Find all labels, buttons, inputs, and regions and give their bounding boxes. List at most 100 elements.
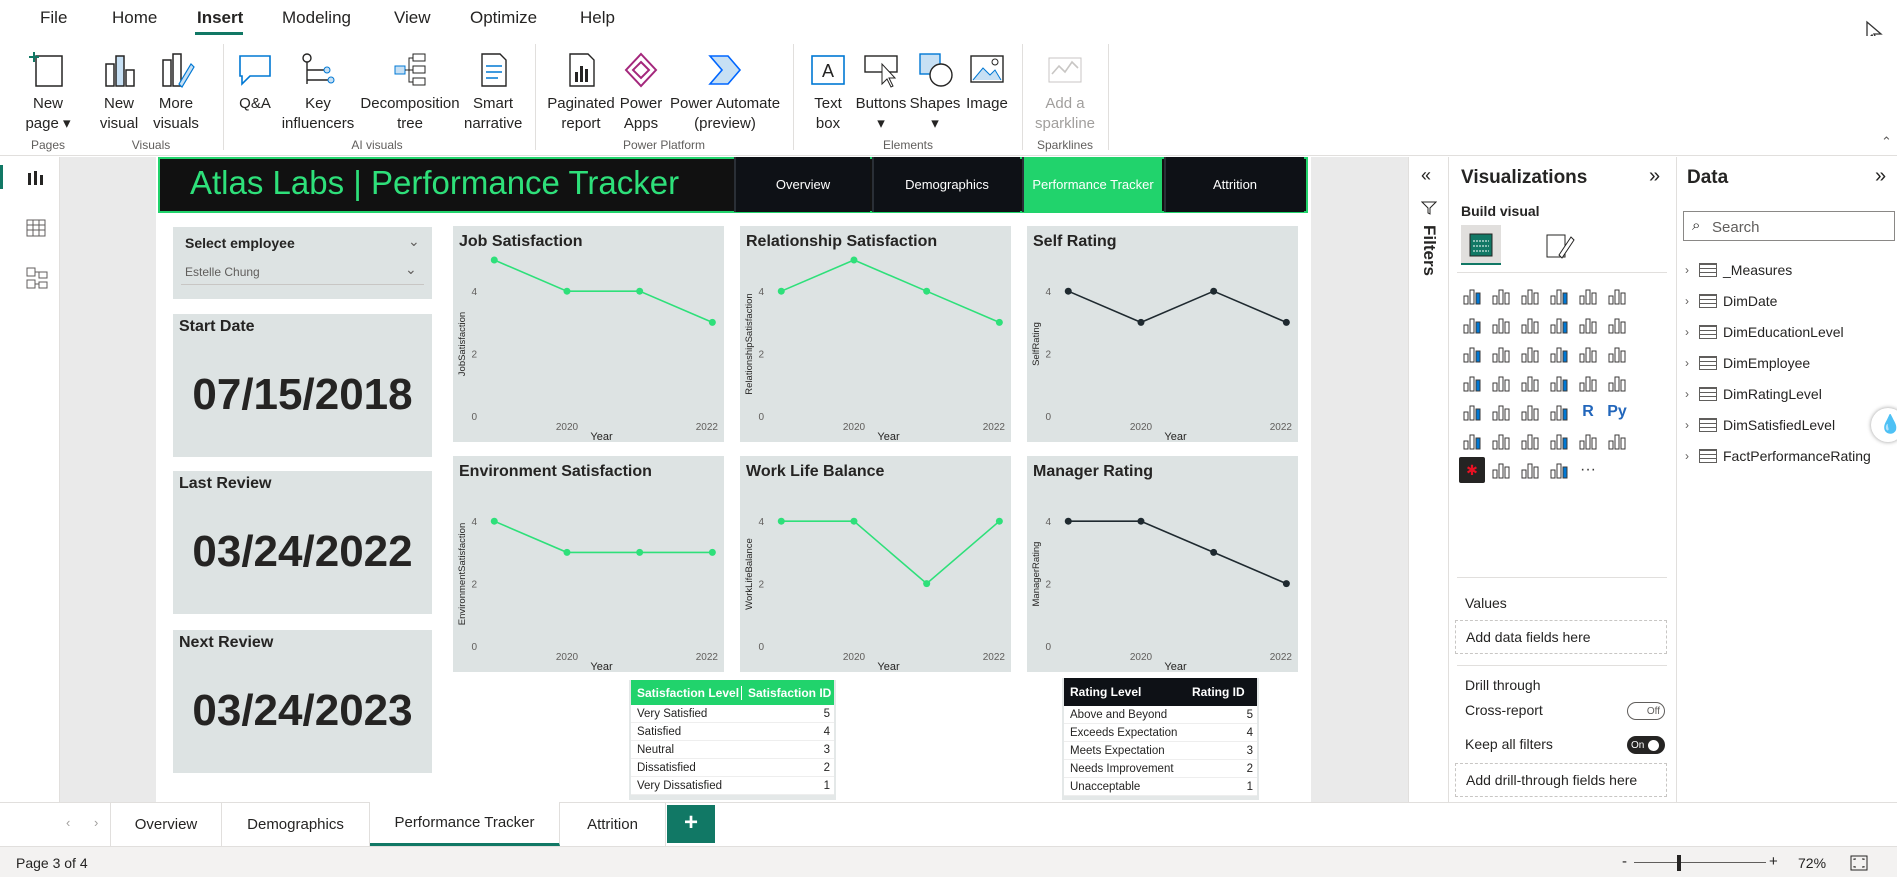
smart-narrative-visual-icon[interactable] (1546, 428, 1572, 454)
smart-narrative-button[interactable]: Smart narrative (464, 50, 522, 134)
report-view-icon[interactable] (26, 169, 46, 187)
prev-page-arrow-icon[interactable]: ‹ (66, 815, 71, 830)
page-tab-demographics[interactable]: Demographics (222, 802, 370, 846)
add-sparkline-button[interactable]: Add a sparkline (1032, 50, 1098, 134)
more-visuals-visual-icon[interactable]: ··· (1580, 461, 1596, 478)
chevron-right-icon[interactable]: › (1685, 294, 1689, 308)
100-bar-visual-icon[interactable] (1575, 283, 1601, 309)
slicer-visual-icon[interactable] (1488, 399, 1514, 425)
paginated-report-button[interactable]: Paginated report (546, 50, 616, 134)
chevron-right-icon[interactable]: › (1685, 387, 1689, 401)
waterfall-visual-icon[interactable] (1459, 341, 1485, 367)
page-tab-performance-tracker[interactable]: Performance Tracker (370, 802, 560, 846)
field-table-item[interactable]: › DimDate (1685, 290, 1777, 312)
filled-map-visual-icon[interactable] (1488, 370, 1514, 396)
field-table-item[interactable]: › DimRatingLevel (1685, 383, 1822, 405)
decomposition-tree-button[interactable]: Decomposition tree (356, 50, 464, 134)
stacked-bar-visual-icon[interactable] (1459, 283, 1485, 309)
zoom-slider-track[interactable] (1634, 862, 1766, 863)
zoom-out-button[interactable]: - (1622, 853, 1627, 870)
field-table-item[interactable]: › FactPerformanceRating (1685, 445, 1871, 467)
nav-performance-tracker-button[interactable]: Performance Tracker (1022, 157, 1162, 212)
drill-through-dropzone[interactable]: Add drill-through fields here (1455, 763, 1667, 797)
format-visual-icon[interactable] (1545, 231, 1575, 261)
line-visual-icon[interactable] (1459, 312, 1485, 338)
kpi-visual-icon[interactable] (1459, 399, 1485, 425)
job-satisfaction-chart[interactable]: Job Satisfaction 0 2 4 2020 2022 Year JobSatisf… (453, 226, 724, 442)
next-page-arrow-icon[interactable]: › (94, 815, 99, 830)
ribbon-visual-icon[interactable] (1604, 312, 1630, 338)
field-table-item[interactable]: › DimEducationLevel (1685, 321, 1844, 343)
model-view-icon[interactable] (26, 267, 48, 289)
work-life-balance-chart[interactable]: Work Life Balance 0 2 4 2020 2022 Year WorkLife… (740, 456, 1011, 672)
collapse-ribbon-icon[interactable]: ⌃ (1881, 134, 1892, 149)
new-page-button[interactable]: New page ▾ (20, 50, 76, 134)
chevron-right-icon[interactable]: › (1685, 263, 1689, 277)
gauge-visual-icon[interactable] (1546, 370, 1572, 396)
power-platform-visual-icon[interactable] (1546, 457, 1572, 483)
values-dropzone[interactable]: Add data fields here (1455, 620, 1667, 654)
text-box-button[interactable]: A Text box (804, 50, 852, 134)
column-header[interactable]: Satisfaction ID (741, 685, 834, 700)
more-visuals-button[interactable]: More visuals (146, 50, 206, 134)
buttons-button[interactable]: Buttons ▾ (854, 50, 908, 134)
image-button[interactable]: Image (962, 50, 1012, 114)
100-column-visual-icon[interactable] (1604, 283, 1630, 309)
menu-optimize[interactable]: Optimize (470, 8, 538, 27)
relationship-satisfaction-chart[interactable]: Relationship Satisfaction 0 2 4 2020 2022 Year… (740, 226, 1011, 442)
funnel-visual-icon[interactable] (1488, 341, 1514, 367)
filters-pane-collapsed[interactable]: « Filters (1408, 157, 1448, 802)
multirow-card-visual-icon[interactable] (1604, 370, 1630, 396)
power-automate-visual-visual-icon[interactable] (1488, 457, 1514, 483)
slicer-dropdown[interactable]: Estelle Chung ⌄ (181, 259, 424, 285)
line-column-visual-icon[interactable] (1546, 312, 1572, 338)
build-visual-tab[interactable] (1461, 225, 1501, 265)
qa-button[interactable]: Q&A (232, 50, 278, 114)
pie-visual-icon[interactable] (1546, 341, 1572, 367)
stacked-column-visual-icon[interactable] (1488, 283, 1514, 309)
nav-attrition-button[interactable]: Attrition (1164, 157, 1304, 212)
card-visual-icon[interactable] (1575, 370, 1601, 396)
keep-all-filters-toggle[interactable]: On (1627, 736, 1665, 754)
menu-view[interactable]: View (394, 8, 431, 27)
field-table-item[interactable]: › DimSatisfiedLevel (1685, 414, 1835, 436)
menu-home[interactable]: Home (112, 8, 158, 27)
python-visual-visual-icon[interactable]: Py (1607, 403, 1627, 420)
donut-visual-icon[interactable] (1575, 341, 1601, 367)
treemap-visual-icon[interactable] (1604, 341, 1630, 367)
expand-filters-icon[interactable]: « (1421, 165, 1432, 185)
table-view-icon[interactable] (26, 219, 46, 237)
new-visual-button[interactable]: New visual (96, 50, 142, 134)
chevron-right-icon[interactable]: › (1685, 356, 1689, 370)
field-table-item[interactable]: › _Measures (1685, 259, 1792, 281)
page-tab-attrition[interactable]: Attrition (560, 802, 666, 846)
manager-rating-chart[interactable]: Manager Rating 0 2 4 2020 2022 Year ManagerRati… (1027, 456, 1298, 672)
azure-map-visual-icon[interactable] (1517, 370, 1543, 396)
menu-modeling[interactable]: Modeling (282, 8, 351, 27)
menu-file[interactable]: File (40, 8, 68, 27)
power-automate-button[interactable]: Power Automate (preview) (668, 50, 782, 134)
nav-demographics-button[interactable]: Demographics (872, 157, 1020, 212)
scatter-visual-icon[interactable] (1517, 341, 1543, 367)
decomposition-tree-visual-icon[interactable] (1488, 428, 1514, 454)
satisfaction-table[interactable]: Satisfaction Level Satisfaction ID Very … (629, 680, 836, 800)
chevron-right-icon[interactable]: › (1685, 449, 1689, 463)
field-table-item[interactable]: › DimEmployee (1685, 352, 1810, 374)
clustered-bar-visual-icon[interactable] (1517, 283, 1543, 309)
copilot-float-button[interactable]: 💧 (1871, 408, 1897, 442)
power-apps-button[interactable]: Power Apps (618, 50, 664, 134)
metrics-visual-icon[interactable] (1575, 428, 1601, 454)
column-header[interactable]: Rating Level (1070, 685, 1142, 699)
menu-insert[interactable]: Insert (197, 8, 244, 27)
key-influencers-button[interactable]: Key influencers (280, 50, 356, 134)
custom-visual-icon[interactable]: ✱ (1459, 457, 1485, 483)
table-visual-icon[interactable] (1517, 399, 1543, 425)
qa-visual-icon[interactable] (1517, 428, 1543, 454)
cross-report-toggle[interactable]: Off (1627, 702, 1665, 720)
fit-to-page-icon[interactable] (1850, 855, 1868, 871)
column-header[interactable]: Rating ID (1192, 685, 1245, 699)
zoom-slider-thumb[interactable] (1677, 855, 1681, 871)
self-rating-chart[interactable]: Self Rating 0 2 4 2020 2022 Year SelfRating (1027, 226, 1298, 442)
shapes-button[interactable]: Shapes ▾ (908, 50, 962, 134)
chevron-right-icon[interactable]: › (1685, 325, 1689, 339)
